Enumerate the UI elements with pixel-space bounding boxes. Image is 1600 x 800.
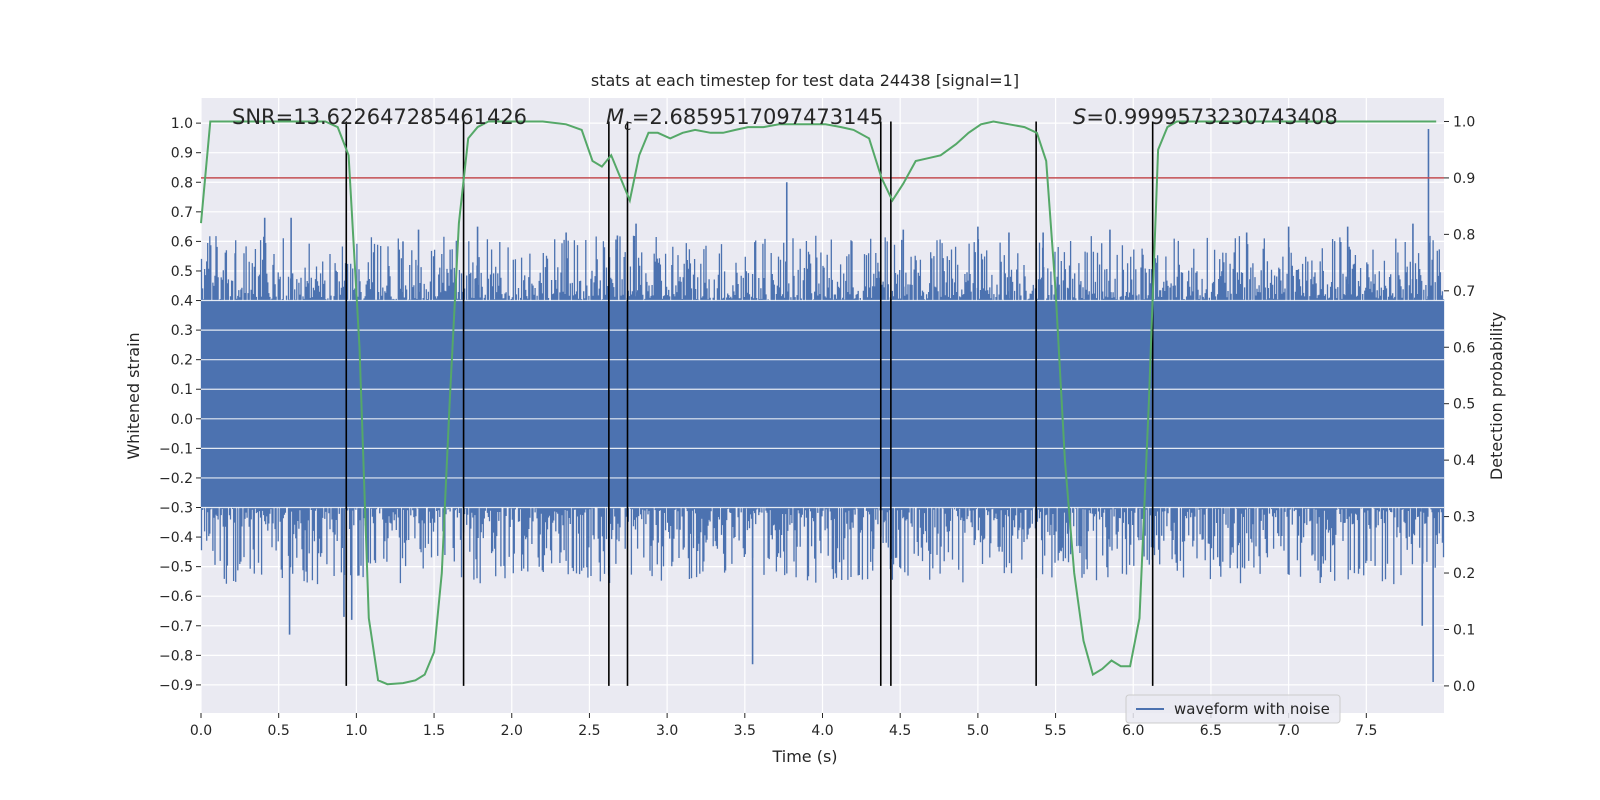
y2-axis-label: Detection probability (1487, 312, 1506, 480)
event-markers (345, 121, 1154, 686)
x-tick-label: 3.5 (734, 723, 756, 739)
y-tick-label: 0.8 (171, 175, 193, 191)
y-tick-label: −0.1 (159, 441, 193, 457)
y2-tick-label: 0.0 (1453, 679, 1475, 695)
y-tick-label: −0.2 (159, 471, 193, 487)
y2-tick-label: 0.6 (1453, 340, 1475, 356)
x-tick-label: 1.5 (423, 723, 445, 739)
x-tick-label: 4.5 (889, 723, 911, 739)
y2-tick-label: 1.0 (1453, 114, 1475, 130)
snr-annotation: SNR=13.622647285461426 (232, 105, 527, 129)
y2-tick-label: 0.2 (1453, 566, 1475, 582)
y2-tick-label: 0.9 (1453, 171, 1475, 187)
y-tick-label: 0.0 (171, 412, 193, 428)
waveform-series (200, 129, 1445, 682)
y-tick-label: −0.9 (159, 678, 193, 694)
y2-tick-label: 0.4 (1453, 453, 1475, 469)
x-axis-ticks: 0.0 0.5 1.0 1.5 2.0 2.5 3.0 3.5 4.0 4.5 5.0 5.5 6.0 6… (190, 713, 1377, 739)
y2-tick-label: 0.8 (1453, 227, 1475, 243)
y2-tick-label: 0.3 (1453, 510, 1475, 526)
overlap-annotation: S=0.9999573230743408 (1073, 105, 1338, 129)
chirp-mass-subscript: c (624, 118, 632, 134)
y2-tick-label: 0.1 (1453, 622, 1475, 638)
x-tick-label: 5.0 (967, 723, 989, 739)
y-tick-label: −0.6 (159, 589, 193, 605)
y2-tick-label: 0.7 (1453, 284, 1475, 300)
x-tick-label: 7.5 (1355, 723, 1377, 739)
y-tick-label: −0.3 (159, 501, 193, 517)
y-tick-label: −0.7 (159, 619, 193, 635)
y-tick-label: 0.4 (171, 294, 193, 310)
y-tick-label: 0.5 (171, 264, 193, 280)
legend-label-waveform: waveform with noise (1174, 700, 1330, 718)
x-tick-label: 1.0 (345, 723, 367, 739)
x-tick-label: 0.5 (268, 723, 290, 739)
x-tick-label: 6.5 (1200, 723, 1222, 739)
probability-series (200, 120, 1437, 686)
y-tick-label: −0.8 (159, 648, 193, 664)
legend: waveform with noise (1125, 694, 1341, 724)
x-tick-label: 2.0 (501, 723, 523, 739)
x-axis-label: Time (s) (771, 747, 837, 766)
y-tick-label: 0.6 (171, 234, 193, 250)
y-tick-label: 0.2 (171, 353, 193, 369)
waveform-core (201, 300, 1444, 508)
y2-tick-label: 0.5 (1453, 397, 1475, 413)
y-tick-label: 0.7 (171, 205, 193, 221)
y-axis-label: Whitened strain (124, 332, 143, 459)
x-tick-label: 2.5 (578, 723, 600, 739)
y-axis-ticks: 1.0 0.9 0.8 0.7 0.6 0.5 0.4 0.3 0.2 0.1 0.0 −0.1 −0.… (159, 116, 201, 694)
legend-box (1125, 694, 1341, 724)
y-tick-label: −0.4 (159, 530, 193, 546)
x-tick-label: 3.0 (656, 723, 678, 739)
overlap-symbol: S (1073, 105, 1086, 129)
y-tick-label: 0.3 (171, 323, 193, 339)
y-tick-label: 1.0 (171, 116, 193, 132)
chirp-mass-symbol: M (606, 105, 624, 129)
x-tick-label: 7.0 (1277, 723, 1299, 739)
x-tick-label: 4.0 (811, 723, 833, 739)
y-tick-label: −0.5 (159, 560, 193, 576)
probability-line (200, 120, 1437, 686)
x-tick-label: 5.5 (1044, 723, 1066, 739)
chart-title: stats at each timestep for test data 244… (591, 71, 1019, 90)
y2-axis-ticks: 1.0 0.9 0.8 0.7 0.6 0.5 0.4 0.3 0.2 0.1 0.0 (1444, 114, 1475, 695)
x-tick-label: 0.0 (190, 723, 212, 739)
chirp-mass-annotation: Mc=2.6859517097473145 (606, 105, 883, 134)
y-tick-label: 0.9 (171, 146, 193, 162)
y-tick-label: 0.1 (171, 382, 193, 398)
chirp-mass-value: =2.6859517097473145 (632, 105, 883, 129)
x-tick-label: 6.0 (1122, 723, 1144, 739)
threshold-line (201, 177, 1444, 509)
overlap-value: =0.9999573230743408 (1086, 105, 1337, 129)
